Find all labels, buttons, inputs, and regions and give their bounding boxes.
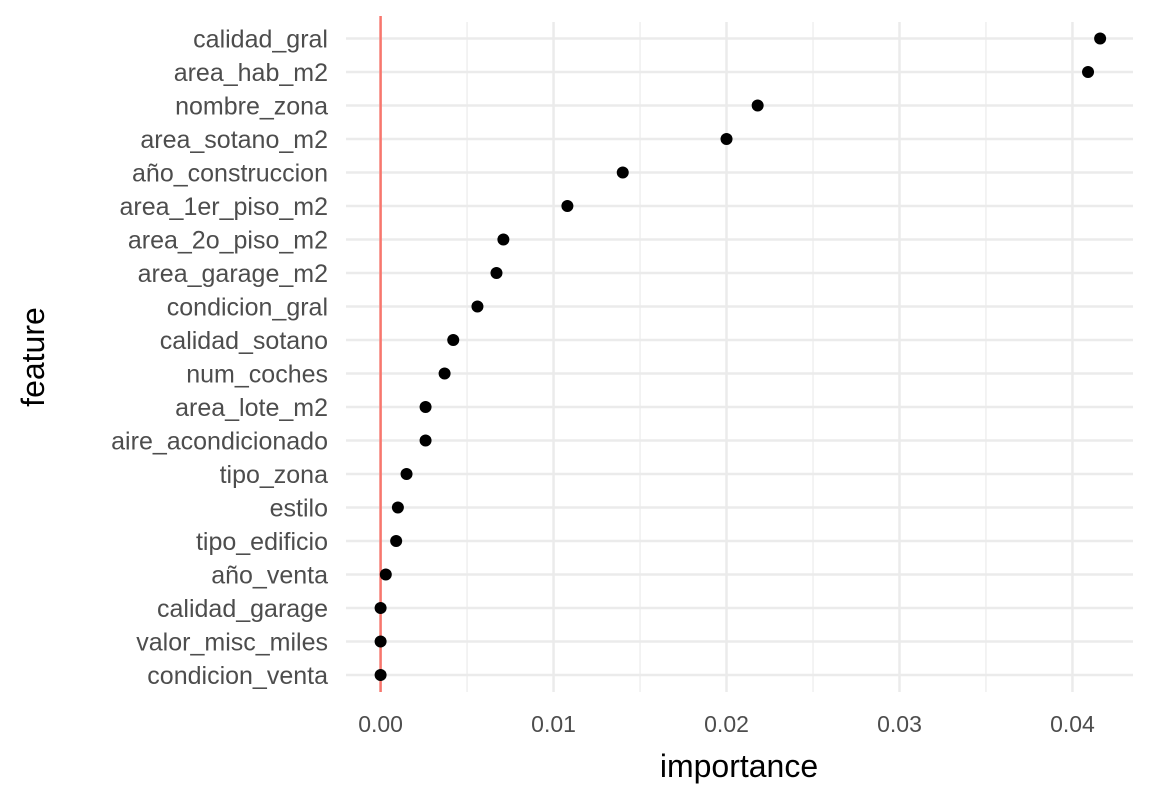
x-tick-label: 0.02 <box>704 711 749 737</box>
data-point <box>490 267 503 279</box>
data-point <box>616 166 629 179</box>
x-tick-label: 0.03 <box>877 711 922 737</box>
data-point <box>447 334 460 346</box>
y-tick-label: año_construccion <box>132 160 328 188</box>
y-tick-label: año_venta <box>211 562 328 590</box>
minor-gridlines <box>466 22 987 692</box>
y-tick-label: num_coches <box>186 361 328 389</box>
y-tick-label: area_lote_m2 <box>175 394 328 422</box>
y-tick-label: aire_acondicionado <box>111 428 328 456</box>
y-tick-label: area_2o_piso_m2 <box>128 227 328 255</box>
x-tick-label: 0.01 <box>531 711 576 737</box>
data-point <box>720 133 733 145</box>
y-tick-label: estilo <box>270 495 328 523</box>
data-point <box>374 635 387 648</box>
data-point <box>497 233 510 246</box>
data-point <box>1082 66 1095 78</box>
y-tick-label: area_garage_m2 <box>138 260 328 288</box>
y-tick-label: tipo_zona <box>220 461 329 489</box>
y-tick-label: area_sotano_m2 <box>140 126 328 154</box>
major-gridlines <box>346 22 1133 692</box>
data-point <box>1094 32 1107 45</box>
y-tick-label: calidad_gral <box>193 26 328 54</box>
y-tick-label: area_hab_m2 <box>174 59 328 87</box>
data-point <box>379 568 392 581</box>
data-point <box>391 501 404 514</box>
y-tick-label: tipo_edificio <box>196 528 328 556</box>
y-tick-label: valor_misc_miles <box>136 629 328 657</box>
data-point <box>374 669 387 681</box>
y-tick-labels: calidad_gral area_hab_m2 nombre_zona area_s… <box>111 26 328 691</box>
y-axis-title: feature <box>15 307 51 407</box>
y-tick-label: condicion_gral <box>167 294 328 322</box>
x-tick-label: 0.04 <box>1050 711 1095 737</box>
y-tick-label: calidad_garage <box>157 595 328 623</box>
y-tick-label: area_1er_piso_m2 <box>120 193 328 221</box>
data-point <box>419 401 432 413</box>
y-tick-label: calidad_sotano <box>160 327 328 355</box>
x-tick-labels: 0.00 0.01 0.02 0.03 0.04 <box>358 711 1095 737</box>
data-point <box>438 367 451 380</box>
data-point <box>400 468 413 480</box>
data-point <box>561 200 574 212</box>
data-point <box>471 300 484 313</box>
data-points <box>374 32 1107 681</box>
data-point <box>374 602 387 614</box>
x-axis-title: importance <box>660 748 818 784</box>
x-tick-label: 0.00 <box>358 711 403 737</box>
y-tick-label: nombre_zona <box>175 93 328 121</box>
data-point <box>419 434 432 447</box>
data-point <box>390 535 403 547</box>
y-tick-label: condicion_venta <box>147 662 328 690</box>
data-point <box>751 99 764 112</box>
